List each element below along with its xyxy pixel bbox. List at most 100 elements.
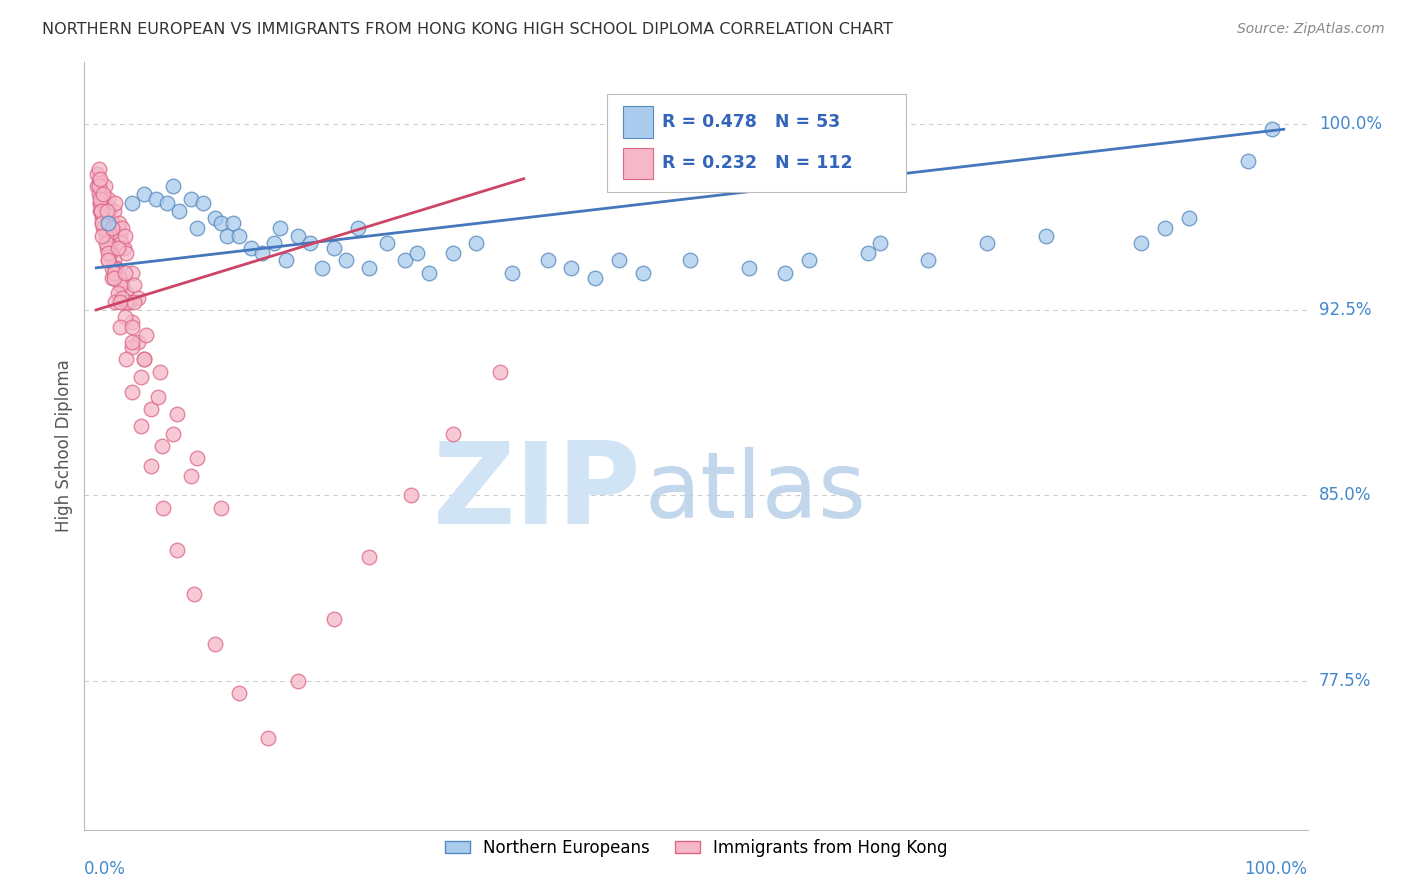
Point [101,216,124,230]
Point [89,203,111,218]
Point [322,612,344,626]
Bar [623,147,654,179]
Point [90,203,112,218]
Point [180,468,202,483]
Point [186,451,208,466]
Point [191,196,214,211]
Point [465,236,488,251]
Point [489,365,512,379]
Point [287,674,309,689]
Point [121,334,143,349]
Point [869,236,891,251]
Point [204,637,226,651]
Point [252,246,274,260]
Point [222,216,245,230]
Point [107,285,129,300]
Point [110,236,132,251]
Point [418,266,440,280]
Point [797,253,820,268]
Point [100,221,122,235]
Point [89,196,111,211]
Point [536,253,558,268]
Point [121,384,143,399]
Point [127,334,149,349]
Point [115,352,138,367]
Point [93,192,115,206]
Point [115,285,138,300]
Point [132,352,155,367]
Point [298,236,321,251]
Text: R = 0.232   N = 112: R = 0.232 N = 112 [662,154,852,172]
Y-axis label: High School Diploma: High School Diploma [55,359,73,533]
Point [105,228,128,243]
Point [239,241,262,255]
Point [209,500,232,515]
Point [87,171,110,186]
Point [152,500,174,515]
Point [97,236,120,251]
Point [111,278,134,293]
Point [100,221,122,235]
Point [86,179,108,194]
Point [583,270,606,285]
Point [86,167,108,181]
Point [149,365,172,379]
Point [89,171,111,186]
Point [346,221,368,235]
Point [108,278,131,293]
Point [122,278,145,293]
Point [1154,221,1177,235]
Point [114,310,136,325]
Point [122,295,145,310]
Point [97,216,120,230]
Point [112,241,135,255]
Point [976,236,998,251]
Point [94,236,117,251]
Point [121,315,143,329]
Point [103,266,125,280]
Point [394,253,416,268]
Point [93,221,115,235]
Point [100,246,122,260]
Point [90,203,112,218]
Point [91,211,114,226]
Text: Source: ZipAtlas.com: Source: ZipAtlas.com [1237,22,1385,37]
Point [107,241,129,255]
Point [91,203,114,218]
Text: NORTHERN EUROPEAN VS IMMIGRANTS FROM HONG KONG HIGH SCHOOL DIPLOMA CORRELATION C: NORTHERN EUROPEAN VS IMMIGRANTS FROM HON… [42,22,893,37]
Legend: Northern Europeans, Immigrants from Hong Kong: Northern Europeans, Immigrants from Hong… [437,832,955,863]
Point [166,543,188,558]
Point [1178,211,1201,226]
Point [132,352,155,367]
Point [132,186,155,201]
Point [93,221,115,235]
Point [1237,154,1260,169]
Point [89,196,111,211]
Point [146,390,169,404]
Point [276,253,298,268]
Point [96,241,118,255]
Point [607,253,630,268]
Point [139,458,162,473]
Point [107,216,129,230]
Point [162,426,184,441]
Point [108,270,131,285]
Point [111,221,134,235]
Point [228,228,250,243]
Point [311,260,333,275]
Point [1261,122,1284,136]
Point [114,228,136,243]
Text: 92.5%: 92.5% [1319,301,1371,319]
Point [441,426,464,441]
Point [131,419,153,434]
Point [104,260,127,275]
Point [115,295,138,310]
Point [91,216,114,230]
Point [118,295,141,310]
Point [96,203,118,218]
Point [631,266,654,280]
Point [162,179,184,194]
Point [121,320,143,334]
Text: R = 0.478   N = 53: R = 0.478 N = 53 [662,113,839,131]
Point [100,216,122,230]
